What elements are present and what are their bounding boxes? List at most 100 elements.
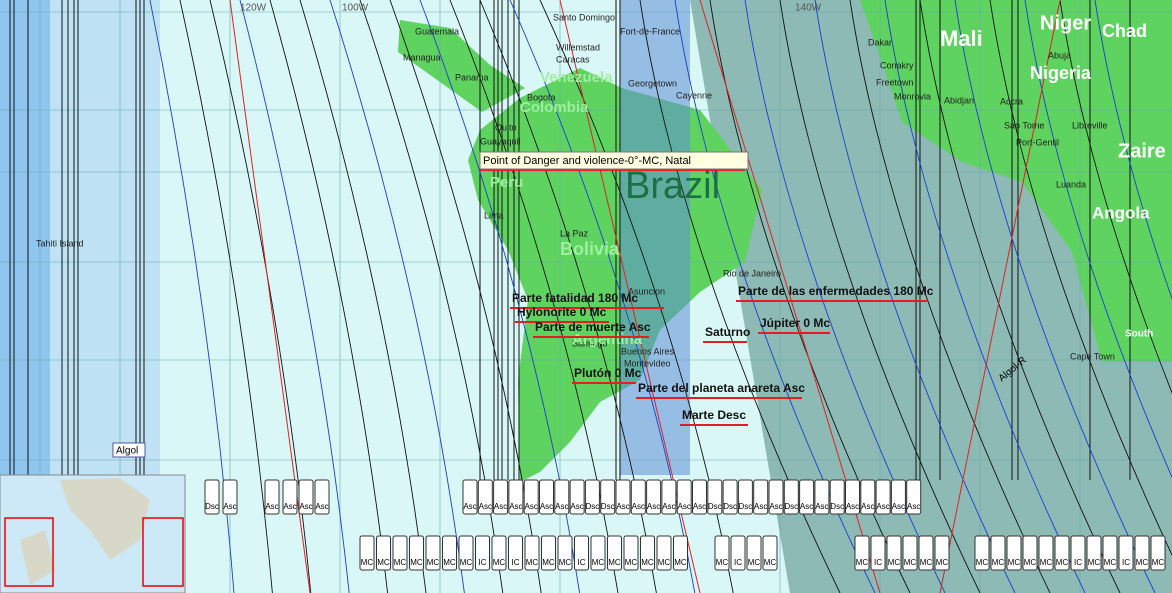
star-label: Algol: [116, 446, 138, 457]
line-label-box: [409, 535, 424, 571]
planet-curve: [884, 0, 1086, 593]
line-label-box: [508, 535, 523, 571]
line-label: MC: [361, 558, 374, 567]
line-label-box: [656, 535, 672, 571]
line-label: Asc: [815, 502, 828, 511]
line-label: MC: [936, 558, 949, 567]
line-label: MC: [460, 558, 473, 567]
line-label: Asc: [754, 502, 767, 511]
country-label: Colombia: [520, 99, 589, 116]
country-label: Chad: [1102, 21, 1147, 41]
line-label: IC: [479, 558, 487, 567]
place-label: Rio de Janeiro: [723, 268, 781, 278]
line-label-box: [539, 479, 554, 515]
line-label-box: [737, 479, 753, 515]
line-label-box: [646, 479, 662, 515]
line-label: MC: [625, 558, 638, 567]
place-label: Cape Town: [1070, 351, 1115, 361]
country-label: Peru: [490, 174, 523, 191]
line-label-box: [661, 479, 677, 515]
line-label-box: [425, 535, 441, 571]
line-label-box: [557, 535, 573, 571]
planet-curve: [849, 0, 1051, 593]
line-label-box: [1086, 535, 1102, 571]
country-label: Brazil: [625, 165, 720, 207]
line-label: Asc: [678, 502, 691, 511]
line-label-box: [462, 479, 478, 515]
line-label-box: [204, 479, 220, 515]
line-label-box: [783, 479, 799, 515]
line-label: MC: [716, 558, 729, 567]
line-label-box: [934, 535, 950, 571]
line-label-box: [762, 535, 778, 571]
place-label: Tahiti Island: [36, 238, 84, 248]
line-label: Asc: [632, 502, 645, 511]
line-label-box: [615, 479, 631, 515]
line-label: Dsc: [830, 502, 844, 511]
line-label: MC: [1088, 558, 1101, 567]
line-label: Dsc: [708, 502, 722, 511]
tooltip-text: Point of Danger and violence-0°-MC, Nata…: [483, 155, 691, 167]
line-label-box: [902, 535, 918, 571]
place-label: Dakar: [868, 37, 892, 47]
line-label-box: [607, 535, 622, 571]
line-label-box: [475, 535, 490, 571]
planet-curve: [1059, 0, 1172, 394]
line-label: MC: [641, 558, 654, 567]
country-label: Angola: [1092, 203, 1150, 222]
line-label: Asc: [861, 502, 874, 511]
line-label: MC: [1056, 558, 1069, 567]
planet-curve: [989, 0, 1172, 556]
line-label-box: [640, 535, 655, 571]
line-label-box: [854, 535, 870, 571]
place-label: Sao Tome: [1004, 120, 1044, 130]
line-label-box: [1102, 535, 1118, 571]
planet-curve: [1094, 0, 1172, 301]
line-label-box: [574, 535, 589, 571]
country-label: Argentina: [572, 331, 643, 348]
longitude-label: 120W: [240, 3, 267, 14]
place-label: Asuncion: [628, 286, 665, 296]
line-label-box: [875, 479, 891, 515]
place-label: Lima: [484, 210, 504, 220]
planet-curve: [814, 0, 1016, 593]
line-label: Asc: [540, 502, 553, 511]
line-label: Asc: [846, 502, 859, 511]
line-label: MC: [992, 558, 1005, 567]
line-label: Asc: [463, 502, 476, 511]
annotation: Júpiter 0 Mc: [760, 316, 830, 330]
line-label: Asc: [555, 502, 568, 511]
line-label-box: [990, 535, 1006, 571]
tooltip: Point of Danger and violence-0°-MC, Nata…: [479, 151, 749, 170]
line-label: MC: [674, 558, 687, 567]
labels: 120W 100W 140W Guatemala Managua Panama Santo …: [36, 3, 1166, 571]
line-label: MC: [658, 558, 671, 567]
country-label: Bolivia: [560, 239, 620, 259]
line-label-box: [508, 479, 524, 515]
line-label: Asc: [616, 502, 629, 511]
line-label: MC: [1040, 558, 1053, 567]
planet-curve: [919, 0, 1121, 593]
line-label: Asc: [693, 502, 706, 511]
line-label-box: [442, 535, 457, 571]
line-label: MC: [608, 558, 621, 567]
line-label: MC: [592, 558, 605, 567]
line-label-box: [554, 479, 570, 515]
annotation: Hylonorite 0 Mc: [517, 305, 607, 319]
place-label: Monrovia: [894, 91, 931, 101]
line-label-box: [768, 479, 784, 515]
minimap[interactable]: [0, 474, 186, 593]
line-label: MC: [443, 558, 456, 567]
line-label-box: [974, 535, 990, 571]
line-label-box: [730, 535, 746, 571]
line-label: Asc: [509, 502, 522, 511]
minimap-land: [20, 530, 55, 585]
line-label: Asc: [479, 502, 492, 511]
country-label: Venezuela: [540, 69, 613, 86]
annotation: Marte Desc: [682, 408, 746, 422]
line-label-box: [392, 535, 408, 571]
annotation: Parte del planeta anareta Asc: [638, 381, 805, 395]
line-label: Asc: [494, 502, 507, 511]
line-label-box: [282, 479, 298, 515]
